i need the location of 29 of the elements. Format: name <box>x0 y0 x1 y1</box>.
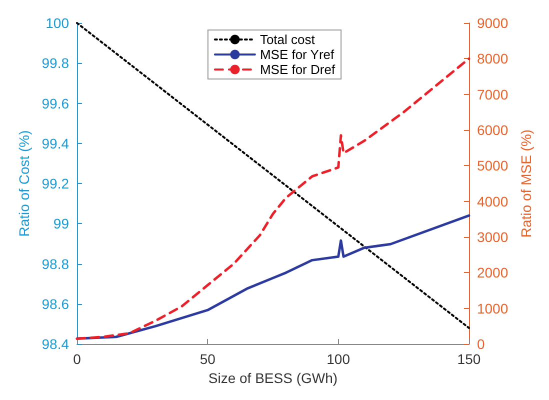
y2-tick-label: 9000 <box>476 15 508 31</box>
y-axis-title: Ratio of Cost (%) <box>16 130 32 237</box>
y-tick-label: 98.8 <box>42 256 70 272</box>
y-tick-label: 100 <box>46 15 70 31</box>
x-axis-title: Size of BESS (GWh) <box>208 370 338 386</box>
y2-axis-title: Ratio of MSE (%) <box>518 129 534 238</box>
y2-tick-label: 6000 <box>476 122 508 138</box>
legend-label: MSE for Yref <box>260 47 334 62</box>
y2-tick-label: 4000 <box>476 193 508 210</box>
y2-tick-label: 5000 <box>476 158 508 174</box>
x-tick-label: 100 <box>326 351 350 367</box>
y2-tick-label: 1000 <box>476 300 508 316</box>
y2-tick-label: 8000 <box>476 50 508 67</box>
x-tick-label: 0 <box>73 351 82 367</box>
y2-tick-label: 2000 <box>476 264 508 281</box>
y2-tick-label: 3000 <box>476 229 508 245</box>
y-tick-label: 98.4 <box>42 336 70 352</box>
y-tick-label: 99.4 <box>42 135 70 152</box>
y-tick-label: 99.8 <box>42 55 70 72</box>
y2-tick-label: 7000 <box>476 86 508 102</box>
legend-label: Total cost <box>260 32 316 47</box>
x-tick-label: 50 <box>200 351 216 367</box>
y-tick-label: 99.2 <box>42 176 70 192</box>
y2-tick-label: 0 <box>476 336 485 352</box>
x-tick-label: 150 <box>457 351 481 367</box>
legend-label: MSE for Dref <box>260 62 336 77</box>
y-tick-label: 99.6 <box>42 95 70 112</box>
y-tick-label: 98.6 <box>42 296 70 312</box>
y-tick-label: 99 <box>53 216 70 232</box>
